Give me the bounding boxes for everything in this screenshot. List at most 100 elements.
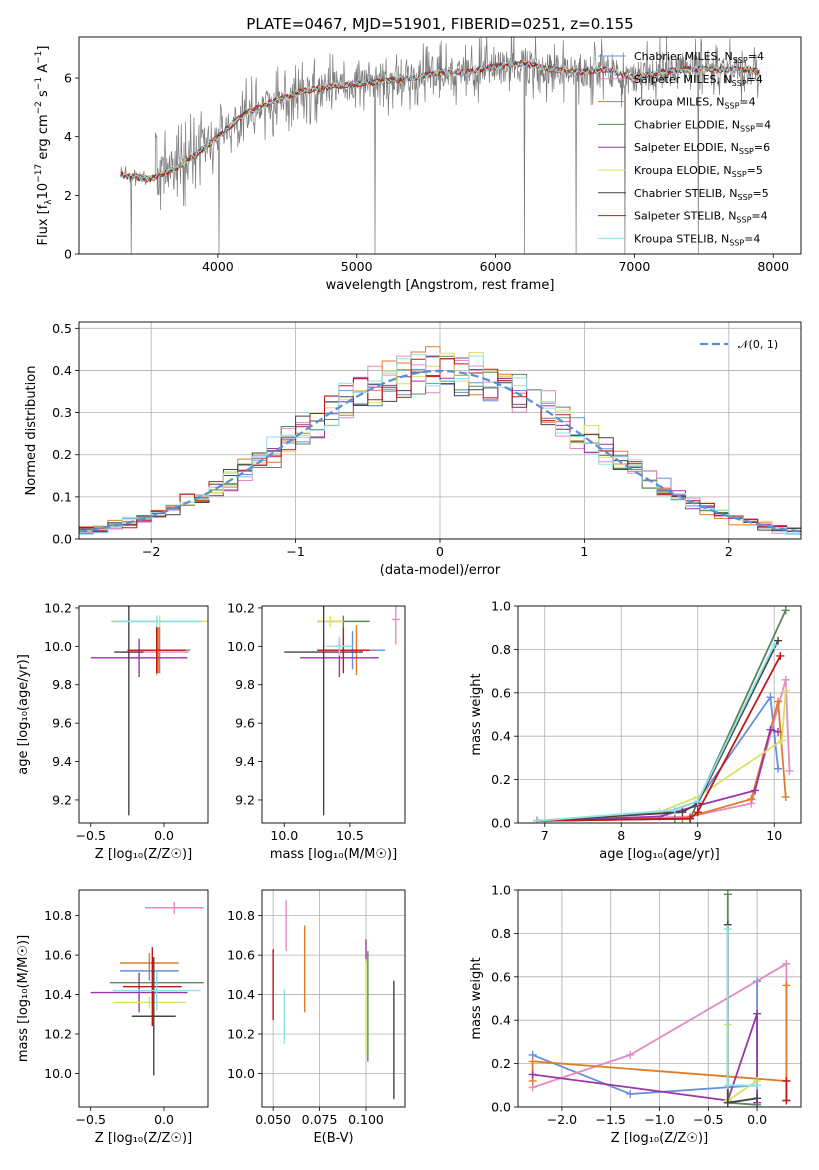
massweight_vs_age-xtick-label: 7 (541, 828, 549, 843)
legend-entry: Kroupa ELODIE, NSSP=5 (634, 164, 763, 179)
mass_vs_Z-ytick-label: 10.2 (44, 1027, 72, 1042)
spectrum-xtick-label: 4000 (202, 259, 234, 274)
plus-marker (693, 797, 702, 806)
mass_vs_ebv-ytick-label: 10.8 (227, 908, 255, 923)
plus-marker (723, 890, 732, 899)
mass_vs_ebv-grid (262, 890, 405, 1107)
mass-weight-series (723, 1020, 762, 1105)
spectrum-xtick-label: 5000 (341, 259, 373, 274)
plus-marker (747, 795, 756, 804)
spectrum-ticks: 4000 5000 6000 7000 8000 0 2 4 6 (64, 71, 789, 274)
residuals-ytick-label: 0.1 (52, 489, 72, 504)
massweight_vs_Z-ticks: −2.0 −1.5 −1.0 −0.5 0.0 0.0 0.2 0.4 0.6 0.8 1.0 (491, 883, 767, 1128)
massweight_vs_Z-grid (518, 889, 801, 1108)
plus-marker (777, 736, 786, 745)
residuals-xtick-label: −1 (286, 544, 304, 559)
plus-marker (782, 959, 791, 968)
residual-histogram (79, 354, 801, 535)
age_vs_Z-ytick-label: 9.8 (52, 677, 72, 692)
age_vs_Z-ytick-label: 9.4 (52, 754, 72, 769)
residuals-ytick-label: 0.2 (52, 447, 72, 462)
spectrum-title: PLATE=0467, MJD=51901, FIBERID=0251, z=0… (246, 15, 633, 33)
residuals-ticks: −2 −1 0 1 2 0.0 0.1 0.2 0.3 0.4 0.5 (52, 321, 733, 559)
plus-marker (528, 1057, 537, 1066)
massweight_vs_Z-ytick-label: 0.4 (491, 1013, 511, 1028)
errorbar-point (120, 953, 179, 973)
mass_vs_ebv-ytick-label: 10.2 (227, 1027, 255, 1042)
massweight_vs_Z-ytick-label: 0.8 (491, 926, 511, 941)
errorbar-point (317, 627, 370, 674)
errorbar-point (90, 638, 188, 678)
age_vs_Z-ytick-label: 9.6 (52, 716, 72, 731)
mass_vs_Z-ticks: −0.5 0.0 10.0 10.2 10.4 10.6 10.8 (44, 908, 174, 1127)
mass-weight-series (533, 641, 779, 823)
mass_vs_ebv-ytick-label: 10.4 (227, 987, 255, 1002)
mass_vs_ebv-xlabel: E(B-V) (313, 1131, 353, 1146)
normal-curve (79, 369, 801, 533)
age_vs_mass-xlabel: mass [log₁₀(M/M☉)] (270, 847, 397, 862)
massweight_vs_age-xtick-label: 8 (617, 828, 625, 843)
mass-weight-series (533, 725, 783, 823)
mass_vs_Z-xtick-label: 0.0 (154, 1112, 174, 1127)
plus-marker (774, 636, 783, 645)
model-spectrum-line (120, 61, 759, 182)
mass_vs_ebv-ytick-label: 10.6 (227, 948, 255, 963)
mass_vs_Z-xtick-label: −0.5 (76, 1112, 106, 1127)
age_vs_Z-ytick-label: 9.2 (52, 792, 72, 807)
massweight_vs_Z-ylabel: mass weight (469, 957, 484, 1039)
mass_vs_Z-panel: −0.5 0.0 10.0 10.2 10.4 10.6 10.8 Z [log₁₀(Z/Z☉… (16, 889, 209, 1146)
errorbar-point (127, 627, 187, 674)
plus-marker (782, 981, 791, 990)
massweight_vs_Z-plot-area (528, 890, 791, 1107)
legend-entry: Chabrier STELIB, NSSP=5 (634, 187, 769, 202)
age_vs_Z-plot-area (90, 606, 208, 816)
spectrum-xtick-label: 7000 (618, 259, 650, 274)
mass-weight-series (723, 925, 762, 1090)
massweight_vs_Z-ytick-label: 0.6 (491, 969, 511, 984)
errorbar-point (326, 636, 353, 656)
mass_vs_ebv-xtick-label: 0.075 (302, 1112, 338, 1127)
legend-entry: Kroupa MILES, NSSP=4 (634, 96, 756, 111)
massweight_vs_Z-ytick-label: 0.0 (491, 1100, 511, 1115)
plus-marker (753, 1081, 762, 1090)
residuals-panel: −2 −1 0 1 2 0.0 0.1 0.2 0.3 0.4 0.5 (data-model)/er… (24, 321, 802, 578)
massweight_vs_age-ytick-label: 0.0 (491, 816, 511, 831)
plus-marker (785, 766, 794, 775)
observed-spectrum-line (120, 37, 760, 254)
plus-marker (782, 1076, 791, 1085)
residuals-xlabel: (data-model)/error (380, 563, 501, 578)
plus-marker (766, 725, 775, 734)
mass_vs_ebv-ytick-label: 10.0 (227, 1066, 255, 1081)
massweight_vs_age-ytick-label: 0.6 (491, 685, 511, 700)
age_vs_mass-panel: 10.0 10.5 9.2 9.4 9.6 9.8 10.0 10.2 mass [log₁₀(… (227, 600, 406, 862)
massweight_vs_age-xlabel: age [log₁₀(age/yr)] (599, 847, 720, 862)
plus-marker (776, 651, 785, 660)
plus-marker (723, 1098, 732, 1107)
legend-entry: 𝒩(0, 1) (738, 338, 778, 351)
residuals-xtick-label: 0 (436, 544, 444, 559)
residuals-ytick-label: 0.0 (52, 532, 72, 547)
residuals-ytick-label: 0.3 (52, 405, 72, 420)
errorbar-point (122, 947, 182, 1027)
mass_vs_ebv-plot-area (272, 899, 395, 1100)
plus-marker (782, 1096, 791, 1105)
plus-marker (723, 1081, 732, 1090)
plus-marker (781, 675, 790, 684)
mass-weight-series (782, 1076, 791, 1105)
plus-marker (774, 697, 783, 706)
errorbar-point (144, 901, 204, 914)
mass_vs_Z-plot-area (90, 901, 204, 1076)
age_vs_mass-ytick-label: 9.4 (235, 754, 255, 769)
massweight_vs_age-panel: 7 8 9 10 0.0 0.2 0.4 0.6 0.8 1.0 age [log₁₀(age/yr… (469, 599, 802, 862)
errorbar-point (317, 615, 344, 628)
massweight_vs_Z-xlabel: Z [log₁₀(Z/Z☉)] (611, 1131, 708, 1146)
age_vs_mass-ytick-label: 10.2 (227, 600, 255, 615)
residuals-xtick-label: −2 (142, 544, 160, 559)
spectrum-xtick-label: 6000 (480, 259, 512, 274)
legend-entry: Chabrier MILES, NSSP=4 (634, 50, 764, 65)
legend-entry: Salpeter ELODIE, NSSP=6 (634, 141, 770, 156)
age_vs_Z-xtick-label: 0.0 (154, 828, 174, 843)
mass_vs_ebv-xtick-label: 0.050 (255, 1112, 291, 1127)
massweight_vs_Z-xtick-label: 0.0 (747, 1112, 767, 1127)
